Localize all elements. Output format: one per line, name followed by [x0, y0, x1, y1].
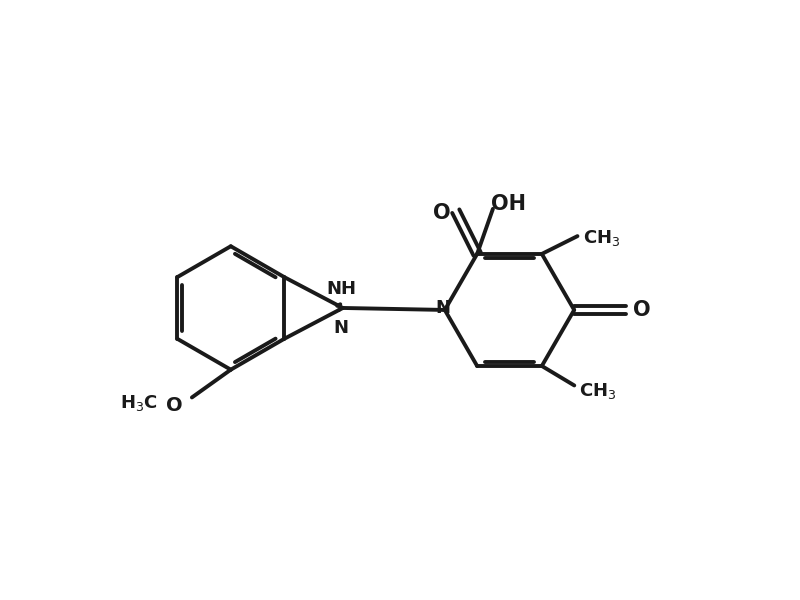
Text: CH$_3$: CH$_3$ — [582, 228, 620, 248]
Text: O: O — [166, 396, 182, 415]
Text: NH: NH — [327, 280, 357, 298]
Text: N: N — [435, 299, 450, 317]
Text: N: N — [334, 319, 348, 337]
Text: OH: OH — [491, 194, 526, 214]
Text: O: O — [433, 203, 450, 223]
Text: CH$_3$: CH$_3$ — [579, 382, 617, 401]
Text: O: O — [633, 300, 650, 320]
Text: H$_3$C: H$_3$C — [120, 394, 158, 413]
